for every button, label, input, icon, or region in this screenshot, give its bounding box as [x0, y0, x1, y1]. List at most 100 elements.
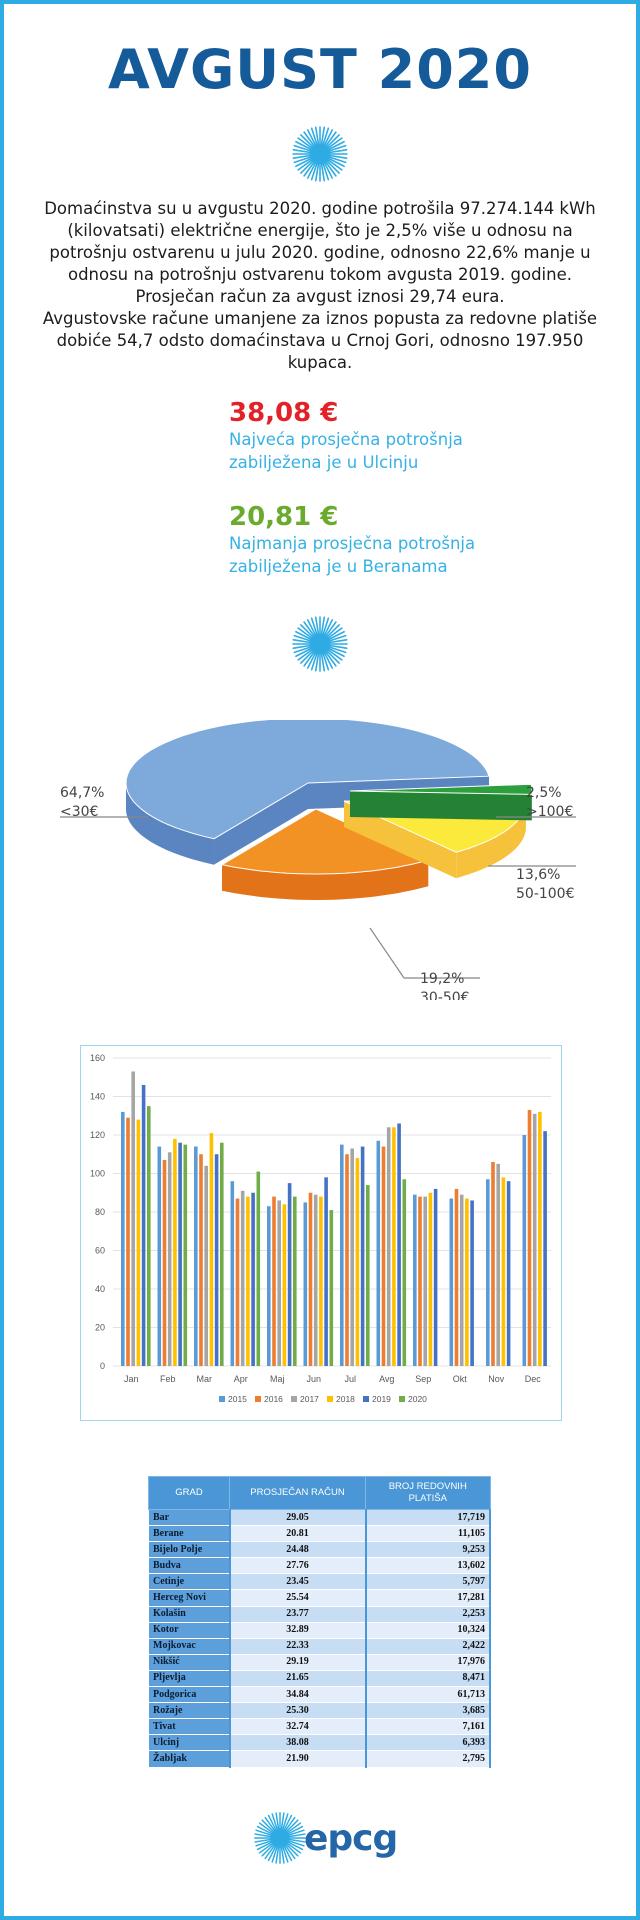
bar — [402, 1179, 407, 1366]
bar — [324, 1177, 328, 1366]
sun-ray — [327, 638, 348, 644]
bar — [319, 1196, 323, 1366]
sun-ray — [324, 134, 340, 150]
x-tick-label: Maj — [270, 1374, 285, 1384]
city-cell: Nikšić — [147, 1653, 231, 1671]
sun-ray — [271, 1813, 279, 1832]
sun-ray — [285, 1825, 304, 1836]
bar — [459, 1194, 464, 1366]
sun-ray — [267, 1843, 278, 1862]
y-tick-label: 60 — [95, 1246, 105, 1256]
sun-ray — [280, 1844, 285, 1864]
bar — [303, 1202, 308, 1366]
average-bill-cell: 23.45 — [229, 1573, 367, 1591]
city-cell: Tivat — [147, 1718, 231, 1736]
bar — [282, 1204, 287, 1366]
sun-ray — [322, 650, 334, 669]
sun-ray — [295, 140, 314, 152]
average-bill-cell: 21.65 — [229, 1669, 367, 1688]
legend-item: 2017 — [291, 1394, 319, 1404]
table-row: Bijelo Polje 24.48 9,253 — [147, 1541, 492, 1559]
sun-ray — [323, 131, 337, 149]
sun-ray — [322, 160, 334, 179]
legend-swatch — [255, 1396, 261, 1402]
pie-slice-wall — [214, 783, 308, 865]
sun-ray — [254, 1833, 274, 1838]
sun-ray — [326, 634, 347, 643]
sun-ray — [295, 646, 314, 658]
sun-ray — [326, 645, 347, 654]
pie-chart: 64,7% <30€ 2,5% >100€ 13,6% 50-100€ 19,2% 30-50… — [60, 720, 576, 1000]
table-header-row: GRAD PROSJEČAN RAČUN BROJ REDOVNIH PLATI… — [147, 1476, 491, 1510]
sun-ray — [261, 1819, 276, 1834]
legend-item: 2019 — [363, 1394, 391, 1404]
sun-ray — [325, 137, 343, 151]
pie-range-label: <30€ — [60, 804, 98, 820]
legend-swatch — [219, 1396, 225, 1402]
sun-ray — [285, 1841, 302, 1854]
sun-ray — [324, 158, 340, 174]
sun-core — [270, 1828, 290, 1848]
y-tick-label: 140 — [90, 1092, 105, 1102]
sun-ray — [254, 1838, 274, 1843]
regular-payers-cell: 5,797 — [365, 1573, 492, 1591]
sun-ray — [320, 616, 326, 637]
x-tick-label: Sep — [415, 1374, 431, 1384]
bar — [308, 1192, 313, 1366]
sun-ray — [310, 160, 319, 181]
bar — [220, 1142, 224, 1366]
bar — [204, 1165, 208, 1366]
legend-swatch — [363, 1396, 369, 1402]
sun-ray — [293, 144, 314, 153]
sun-ray — [258, 1822, 275, 1835]
pie-slice-top — [349, 783, 533, 795]
table-row: Kotor 32.89 10,324 — [147, 1621, 492, 1639]
sun-ray — [314, 651, 320, 672]
table-row: Budva 27.76 13,602 — [147, 1557, 492, 1575]
sun-ray — [283, 1816, 296, 1833]
bar — [522, 1135, 527, 1366]
sun-core — [310, 634, 330, 654]
table-row: Nikšić 29.19 17,976 — [147, 1653, 492, 1671]
sun-ray — [293, 634, 314, 643]
caption-line: Najmanja prosječna potrošnja — [229, 534, 476, 553]
table-row: Žabljak 21.90 2,795 — [147, 1750, 492, 1768]
sun-ray — [292, 638, 313, 644]
sun-ray — [322, 129, 334, 148]
city-cell: Herceg Novi — [147, 1589, 231, 1607]
y-tick-label: 80 — [95, 1207, 105, 1217]
table-row: Rožaje 25.30 3,685 — [147, 1702, 492, 1720]
pie-slice-top — [220, 808, 430, 875]
bar — [491, 1161, 495, 1366]
regular-payers-cell: 3,685 — [365, 1702, 492, 1720]
bar — [543, 1131, 547, 1366]
sun-ray — [284, 1842, 299, 1857]
sun-ray — [292, 148, 313, 154]
average-bill-cell: 32.74 — [229, 1718, 367, 1736]
bar — [214, 1154, 219, 1366]
bar — [527, 1109, 532, 1366]
x-tick-label: Dec — [525, 1374, 542, 1384]
city-table: GRAD PROSJEČAN RAČUN BROJ REDOVNIH PLATI… — [147, 1476, 492, 1768]
sun-ray — [306, 160, 318, 179]
bar — [418, 1196, 422, 1366]
average-bill-cell: 24.48 — [229, 1541, 367, 1559]
bar — [397, 1123, 401, 1366]
bar — [199, 1154, 203, 1366]
sun-ray — [286, 1829, 305, 1837]
max-average-caption: Najveća prosječna potrošnja zabilježena … — [229, 428, 489, 474]
sun-ray — [293, 155, 314, 164]
sun-burst-icon — [292, 616, 348, 672]
sun-ray — [310, 127, 319, 148]
page-title: AVGUST 2020 — [108, 38, 532, 101]
sun-ray — [327, 148, 348, 154]
sun-ray — [286, 1838, 306, 1843]
regular-payers-cell: 6,393 — [365, 1734, 492, 1752]
bar — [272, 1196, 276, 1366]
regular-payers-cell: 17,719 — [365, 1508, 492, 1527]
sun-ray — [261, 1842, 276, 1857]
bar — [360, 1146, 365, 1366]
regular-payers-cell: 10,324 — [365, 1621, 492, 1639]
x-tick-label: Feb — [160, 1374, 176, 1384]
bar — [386, 1127, 391, 1366]
